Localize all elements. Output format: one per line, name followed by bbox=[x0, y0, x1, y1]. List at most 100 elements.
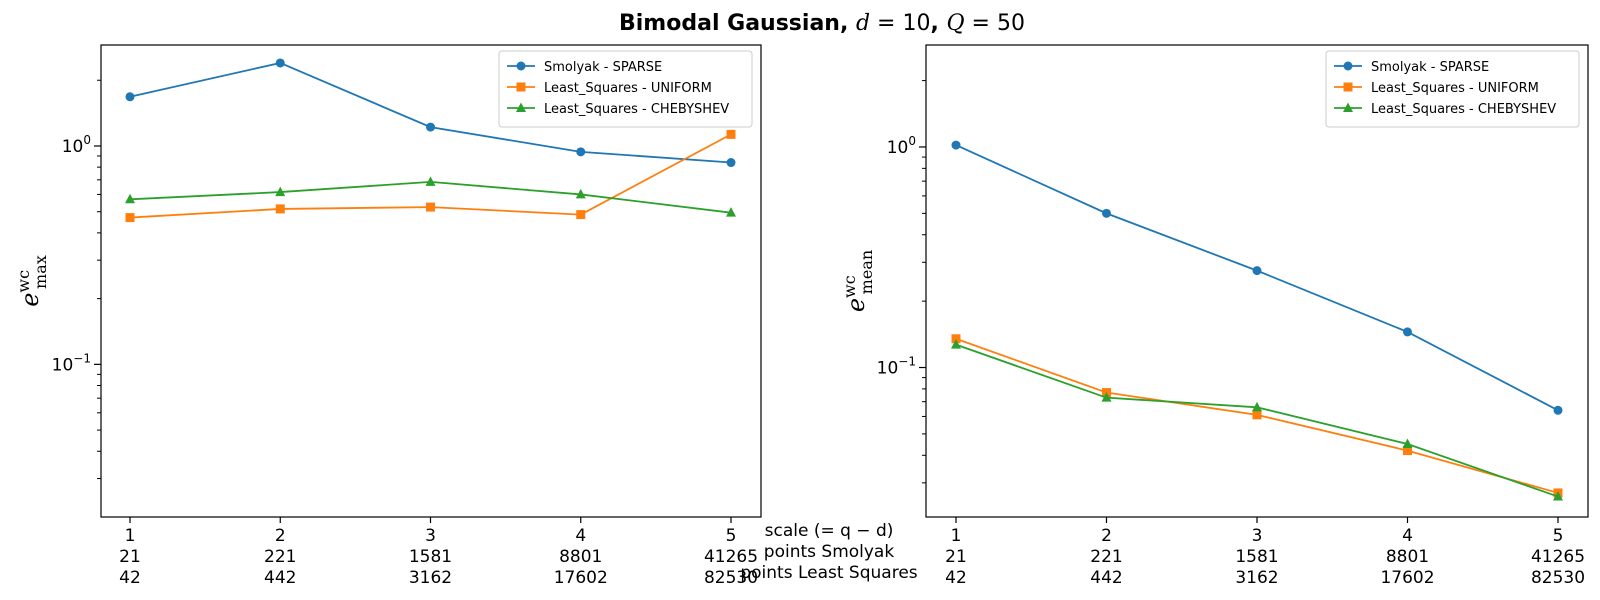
series-2-point bbox=[1252, 401, 1262, 412]
y-tick-exponent: 0 bbox=[83, 133, 91, 147]
series-2-point bbox=[726, 207, 736, 217]
y-tick-exponent: 0 bbox=[908, 134, 916, 148]
y-axis-label: ewcmean bbox=[840, 250, 876, 312]
series-0-point bbox=[951, 140, 961, 150]
x-tick-label: 8801 bbox=[559, 547, 602, 567]
x-tick-label: 8801 bbox=[1386, 547, 1429, 567]
y-tick-exponent: −1 bbox=[73, 351, 91, 365]
x-tick-label: 3 bbox=[1252, 526, 1263, 546]
y-axis-label-sup: wc bbox=[840, 275, 859, 298]
legend-entry-2: Least_Squares - CHEBYSHEV bbox=[1371, 102, 1556, 117]
series-1-point bbox=[275, 204, 285, 214]
x-tick-label: 4 bbox=[1402, 526, 1413, 546]
x-tick-label: 17602 bbox=[1380, 568, 1434, 588]
series-2-point bbox=[1402, 438, 1413, 449]
x-tick-label: 21 bbox=[119, 547, 141, 567]
y-tick-label: 10−1 bbox=[877, 355, 916, 379]
x-tick-label: 1 bbox=[125, 526, 136, 546]
plot-frame bbox=[925, 44, 1589, 518]
legend-entry-0: Smolyak - SPARSE bbox=[1371, 60, 1489, 75]
x-axis-label-scale: scale (= q − d) bbox=[765, 521, 894, 541]
series-0-point bbox=[275, 58, 285, 68]
figure-title: Bimodal Gaussian, d = 10, Q = 50 bbox=[619, 11, 1025, 36]
legend-entry-0: Smolyak - SPARSE bbox=[544, 60, 662, 75]
legend-marker-1 bbox=[1343, 82, 1353, 92]
y-axis-label-base: e bbox=[842, 298, 870, 312]
right-panel-mean-error: 10010−1121422221442315813162488011760254… bbox=[840, 44, 1589, 588]
series-1-point bbox=[726, 129, 736, 139]
legend-box bbox=[498, 50, 753, 128]
series-0-point bbox=[1403, 327, 1412, 337]
legend-marker-2 bbox=[516, 102, 526, 112]
x-tick-label: 5 bbox=[726, 526, 737, 546]
y-axis-label-sup: wc bbox=[14, 270, 33, 293]
series-1-point bbox=[125, 213, 135, 223]
series-1-point bbox=[1403, 446, 1412, 456]
series-1-point bbox=[426, 202, 435, 212]
series-0-point bbox=[576, 147, 586, 157]
series-1-point bbox=[576, 210, 586, 220]
x-tick-label: 41265 bbox=[704, 547, 758, 567]
legend: Smolyak - SPARSE Least_Squares - UNIFORM L… bbox=[1325, 50, 1580, 128]
legend-box bbox=[1325, 50, 1580, 128]
series-0-point bbox=[1102, 208, 1111, 218]
series-2-point bbox=[425, 176, 436, 186]
series-2-point bbox=[951, 339, 961, 349]
series-2-point bbox=[125, 193, 135, 204]
x-tick-label: 221 bbox=[1090, 547, 1122, 567]
y-axis-label-base: e bbox=[16, 293, 44, 307]
x-tick-label: 1581 bbox=[409, 547, 452, 567]
series-line-2 bbox=[955, 343, 1559, 498]
series-2-point bbox=[1553, 491, 1563, 501]
x-axis-label-ls-points: points Least Squares bbox=[740, 563, 917, 583]
series-0-point bbox=[426, 122, 435, 132]
y-tick-exponent: −1 bbox=[898, 355, 916, 369]
legend-marker-2 bbox=[1343, 102, 1353, 112]
x-tick-label: 442 bbox=[264, 568, 296, 588]
legend-entry-1: Least_Squares - UNIFORM bbox=[1371, 81, 1539, 96]
legend: Smolyak - SPARSE Least_Squares - UNIFORM L… bbox=[498, 50, 753, 128]
series-0-point bbox=[125, 92, 135, 102]
series-2-point bbox=[575, 188, 586, 199]
y-tick-label: 100 bbox=[887, 134, 916, 158]
legend-marker-0 bbox=[516, 61, 526, 71]
y-axis-label: ewcmax bbox=[14, 255, 50, 307]
series-0-point bbox=[1252, 266, 1262, 276]
x-tick-label: 442 bbox=[1090, 568, 1122, 588]
series-1-point bbox=[1252, 410, 1262, 420]
x-tick-label: 3 bbox=[425, 526, 436, 546]
x-tick-label: 21 bbox=[945, 547, 967, 567]
series-2-point bbox=[275, 186, 286, 197]
x-tick-label: 42 bbox=[119, 568, 141, 588]
left-panel-max-error: 10010−1121422221442315813162488011760254… bbox=[14, 44, 762, 588]
y-axis-label-sub: mean bbox=[857, 250, 876, 294]
legend-marker-1 bbox=[516, 82, 526, 92]
series-2-point bbox=[1101, 392, 1112, 402]
legend-entry-1: Least_Squares - UNIFORM bbox=[544, 81, 712, 96]
x-axis-label: scale (= q − d) points Smolyak points Le… bbox=[740, 521, 917, 583]
x-tick-label: 42 bbox=[945, 568, 967, 588]
legend-marker-0 bbox=[1343, 61, 1353, 71]
x-tick-label: 5 bbox=[1553, 526, 1564, 546]
legend-entry-2: Least_Squares - CHEBYSHEV bbox=[544, 102, 729, 117]
y-tick-base: 10 bbox=[877, 359, 899, 379]
x-tick-label: 82530 bbox=[1531, 568, 1585, 588]
series-0-point bbox=[1553, 405, 1563, 415]
x-tick-label: 1 bbox=[951, 526, 962, 546]
x-tick-label: 3162 bbox=[1235, 568, 1278, 588]
y-tick-base: 10 bbox=[62, 137, 84, 157]
x-tick-label: 1581 bbox=[1235, 547, 1278, 567]
series-0-point bbox=[726, 158, 736, 168]
y-tick-base: 10 bbox=[887, 138, 909, 158]
x-tick-label: 2 bbox=[275, 526, 286, 546]
x-tick-label: 17602 bbox=[554, 568, 608, 588]
x-tick-label: 41265 bbox=[1531, 547, 1585, 567]
y-tick-base: 10 bbox=[52, 355, 74, 375]
x-tick-label: 221 bbox=[264, 547, 296, 567]
series-1-point bbox=[951, 334, 961, 344]
x-tick-label: 4 bbox=[575, 526, 586, 546]
y-tick-label: 10−1 bbox=[52, 351, 91, 375]
y-axis-label-sub: max bbox=[31, 255, 50, 289]
x-tick-label: 3162 bbox=[409, 568, 452, 588]
x-axis-label-smolyak-points: points Smolyak bbox=[764, 542, 895, 562]
